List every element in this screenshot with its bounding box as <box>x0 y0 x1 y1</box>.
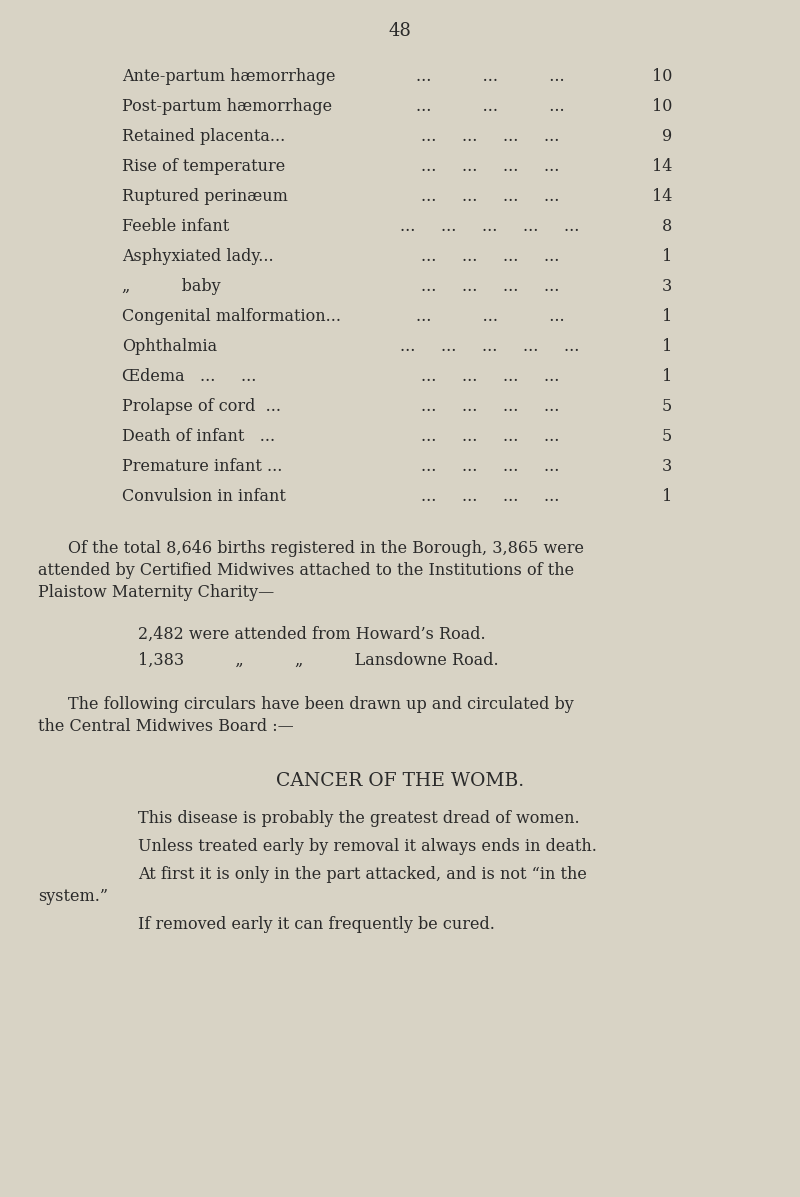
Text: 9: 9 <box>662 128 672 145</box>
Text: Prolapse of cord  ...: Prolapse of cord ... <box>122 397 281 415</box>
Text: 3: 3 <box>662 278 672 294</box>
Text: ...     ...     ...     ...: ... ... ... ... <box>421 367 559 385</box>
Text: Ante-partum hæmorrhage: Ante-partum hæmorrhage <box>122 68 335 85</box>
Text: Post-partum hæmorrhage: Post-partum hæmorrhage <box>122 98 332 115</box>
Text: ...     ...     ...     ...: ... ... ... ... <box>421 429 559 445</box>
Text: 5: 5 <box>662 397 672 415</box>
Text: ...     ...     ...     ...     ...: ... ... ... ... ... <box>400 218 580 235</box>
Text: ...     ...     ...     ...: ... ... ... ... <box>421 128 559 145</box>
Text: This disease is probably the greatest dread of women.: This disease is probably the greatest dr… <box>138 810 580 827</box>
Text: „          baby: „ baby <box>122 278 221 294</box>
Text: 1: 1 <box>662 338 672 356</box>
Text: 10: 10 <box>652 98 672 115</box>
Text: ...     ...     ...     ...: ... ... ... ... <box>421 188 559 205</box>
Text: ...     ...     ...     ...: ... ... ... ... <box>421 248 559 265</box>
Text: Œdema   ...     ...: Œdema ... ... <box>122 367 256 385</box>
Text: system.”: system.” <box>38 888 108 905</box>
Text: Of the total 8,646 births registered in the Borough, 3,865 were: Of the total 8,646 births registered in … <box>68 540 584 557</box>
Text: Premature infant ...: Premature infant ... <box>122 458 282 475</box>
Text: the Central Midwives Board :—: the Central Midwives Board :— <box>38 718 294 735</box>
Text: ...     ...     ...     ...: ... ... ... ... <box>421 458 559 475</box>
Text: 2,482 were attended from Howard’s Road.: 2,482 were attended from Howard’s Road. <box>138 626 486 643</box>
Text: Retained placenta...: Retained placenta... <box>122 128 286 145</box>
Text: 3: 3 <box>662 458 672 475</box>
Text: 14: 14 <box>652 158 672 175</box>
Text: Asphyxiated lady...: Asphyxiated lady... <box>122 248 274 265</box>
Text: ...     ...     ...     ...     ...: ... ... ... ... ... <box>400 338 580 356</box>
Text: Rise of temperature: Rise of temperature <box>122 158 286 175</box>
Text: Plaistow Maternity Charity—: Plaistow Maternity Charity— <box>38 584 274 601</box>
Text: Convulsion in infant: Convulsion in infant <box>122 488 286 505</box>
Text: 48: 48 <box>389 22 411 40</box>
Text: CANCER OF THE WOMB.: CANCER OF THE WOMB. <box>276 772 524 790</box>
Text: 10: 10 <box>652 68 672 85</box>
Text: Unless treated early by removal it always ends in death.: Unless treated early by removal it alway… <box>138 838 597 855</box>
Text: ...     ...     ...     ...: ... ... ... ... <box>421 158 559 175</box>
Text: attended by Certified Midwives attached to the Institutions of the: attended by Certified Midwives attached … <box>38 563 574 579</box>
Text: 1: 1 <box>662 308 672 326</box>
Text: ...          ...          ...: ... ... ... <box>416 308 564 326</box>
Text: Death of infant   ...: Death of infant ... <box>122 429 275 445</box>
Text: ...          ...          ...: ... ... ... <box>416 68 564 85</box>
Text: Ruptured perinæum: Ruptured perinæum <box>122 188 288 205</box>
Text: At first it is only in the part attacked, and is not “in the: At first it is only in the part attacked… <box>138 865 587 883</box>
Text: 8: 8 <box>662 218 672 235</box>
Text: Congenital malformation...: Congenital malformation... <box>122 308 341 326</box>
Text: 1,383          „          „          Lansdowne Road.: 1,383 „ „ Lansdowne Road. <box>138 652 498 669</box>
Text: 1: 1 <box>662 367 672 385</box>
Text: ...     ...     ...     ...: ... ... ... ... <box>421 278 559 294</box>
Text: 1: 1 <box>662 488 672 505</box>
Text: 14: 14 <box>652 188 672 205</box>
Text: 1: 1 <box>662 248 672 265</box>
Text: If removed early it can frequently be cured.: If removed early it can frequently be cu… <box>138 916 495 932</box>
Text: ...          ...          ...: ... ... ... <box>416 98 564 115</box>
Text: Feeble infant: Feeble infant <box>122 218 230 235</box>
Text: ...     ...     ...     ...: ... ... ... ... <box>421 488 559 505</box>
Text: Ophthalmia: Ophthalmia <box>122 338 217 356</box>
Text: The following circulars have been drawn up and circulated by: The following circulars have been drawn … <box>68 695 574 713</box>
Text: ...     ...     ...     ...: ... ... ... ... <box>421 397 559 415</box>
Text: 5: 5 <box>662 429 672 445</box>
